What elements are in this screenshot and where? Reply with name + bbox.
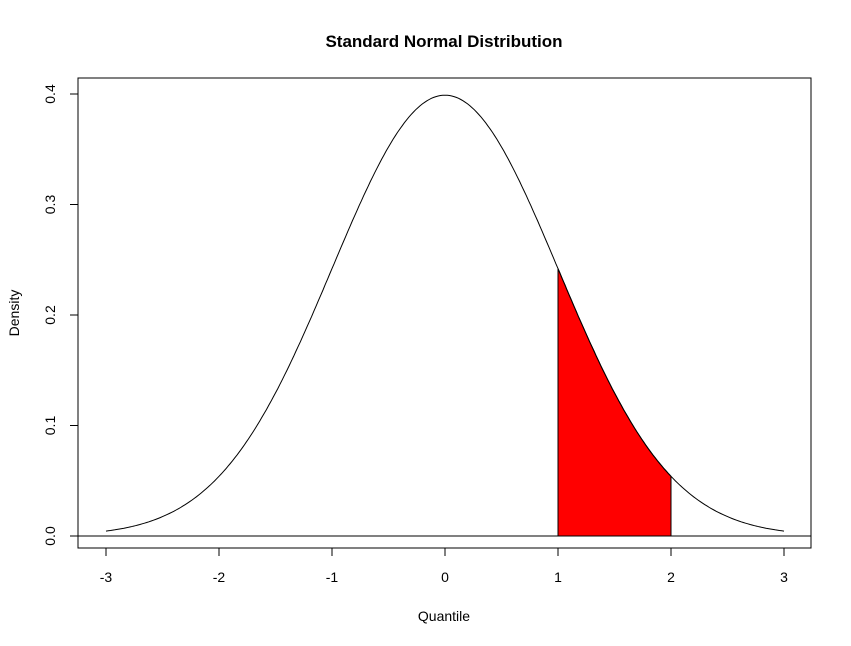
y-axis-label: Density bbox=[6, 290, 22, 337]
chart-title: Standard Normal Distribution bbox=[325, 32, 562, 51]
plot-area bbox=[78, 94, 811, 537]
x-axis-label: Quantile bbox=[418, 608, 470, 624]
x-tick-label: 3 bbox=[780, 569, 788, 585]
x-axis: -3 -2 -1 0 1 2 3 bbox=[100, 547, 788, 585]
x-tick-label: 2 bbox=[667, 569, 675, 585]
x-tick-label: -3 bbox=[100, 569, 113, 585]
y-tick-label: 0.1 bbox=[42, 416, 58, 436]
plot-frame bbox=[77, 77, 812, 549]
y-tick-label: 0.4 bbox=[42, 84, 58, 104]
x-tick-label: 0 bbox=[441, 569, 449, 585]
x-tick-label: 1 bbox=[554, 569, 562, 585]
y-tick-label: 0.0 bbox=[42, 526, 58, 546]
density-curve bbox=[105, 94, 785, 532]
x-tick-label: -1 bbox=[326, 569, 339, 585]
y-tick-label: 0.3 bbox=[42, 195, 58, 215]
x-tick-label: -2 bbox=[213, 569, 226, 585]
y-axis: 0.0 0.1 0.2 0.3 0.4 bbox=[42, 84, 78, 546]
y-tick-label: 0.2 bbox=[42, 305, 58, 325]
